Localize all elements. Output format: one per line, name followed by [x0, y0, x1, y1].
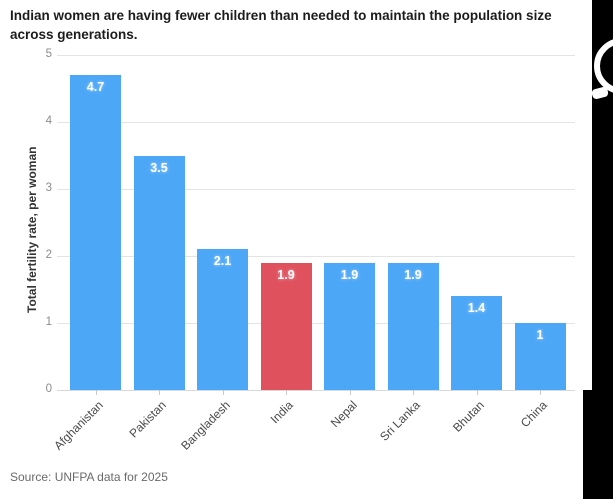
y-axis-title: Total fertility rate, per woman: [25, 146, 39, 313]
x-tick-nepal: [349, 390, 351, 395]
source-note: Source: UNFPA data for 2025: [10, 470, 168, 484]
bar-value-label-bangladesh: 2.1: [213, 254, 232, 269]
x-tick-india: [286, 390, 287, 395]
y-tick-label-0: 0: [45, 383, 52, 395]
bar-value-label-india: 1.9: [277, 267, 295, 282]
chart-title: Indian women are having fewer children t…: [10, 8, 552, 42]
bar-value-label-sri-lanka: 1.9: [404, 267, 422, 282]
bar-sri-lanka: 1.9: [387, 262, 439, 390]
y-tick-label-2: 2: [45, 249, 52, 261]
bar-china: 1: [514, 323, 566, 390]
bar-value-label-bhutan: 1.4: [467, 301, 486, 316]
logo-fragment-icon: [591, 86, 609, 100]
page-edge-black-strip: [591, 0, 613, 499]
bar-afghanistan: 4.7: [70, 75, 121, 390]
bar-india: 1.9: [260, 262, 312, 390]
bar-nepal: 1.9: [324, 262, 375, 390]
bar-pakistan: 3.5: [133, 155, 185, 390]
gridline-2: [57, 256, 575, 257]
y-tick-label-3: 3: [45, 182, 52, 194]
y-tick-label-5: 5: [45, 48, 52, 60]
bar-bangladesh: 2.1: [197, 249, 248, 390]
gridline-3: [57, 189, 575, 190]
gridline-4: [57, 122, 575, 123]
x-tick-china: [540, 390, 541, 395]
bar-value-label-afghanistan: 4.7: [86, 80, 105, 95]
x-tick-bangladesh: [222, 390, 224, 395]
bar-value-label-pakistan: 3.5: [150, 160, 168, 175]
x-tick-pakistan: [159, 390, 160, 395]
bar-bhutan: 1.4: [451, 296, 502, 390]
x-tick-bhutan: [476, 390, 478, 395]
x-tick-afghanistan: [95, 390, 97, 395]
gridline-0: [57, 390, 575, 391]
partial-circular-logo[interactable]: [594, 38, 613, 94]
gridline-1: [57, 323, 575, 324]
x-tick-sri-lanka: [413, 390, 414, 395]
bar-value-label-nepal: 1.9: [340, 267, 359, 282]
gridline-5: [57, 55, 575, 56]
y-tick-label-4: 4: [45, 115, 52, 127]
bar-value-label-china: 1: [536, 328, 544, 342]
y-tick-label-1: 1: [45, 316, 52, 328]
